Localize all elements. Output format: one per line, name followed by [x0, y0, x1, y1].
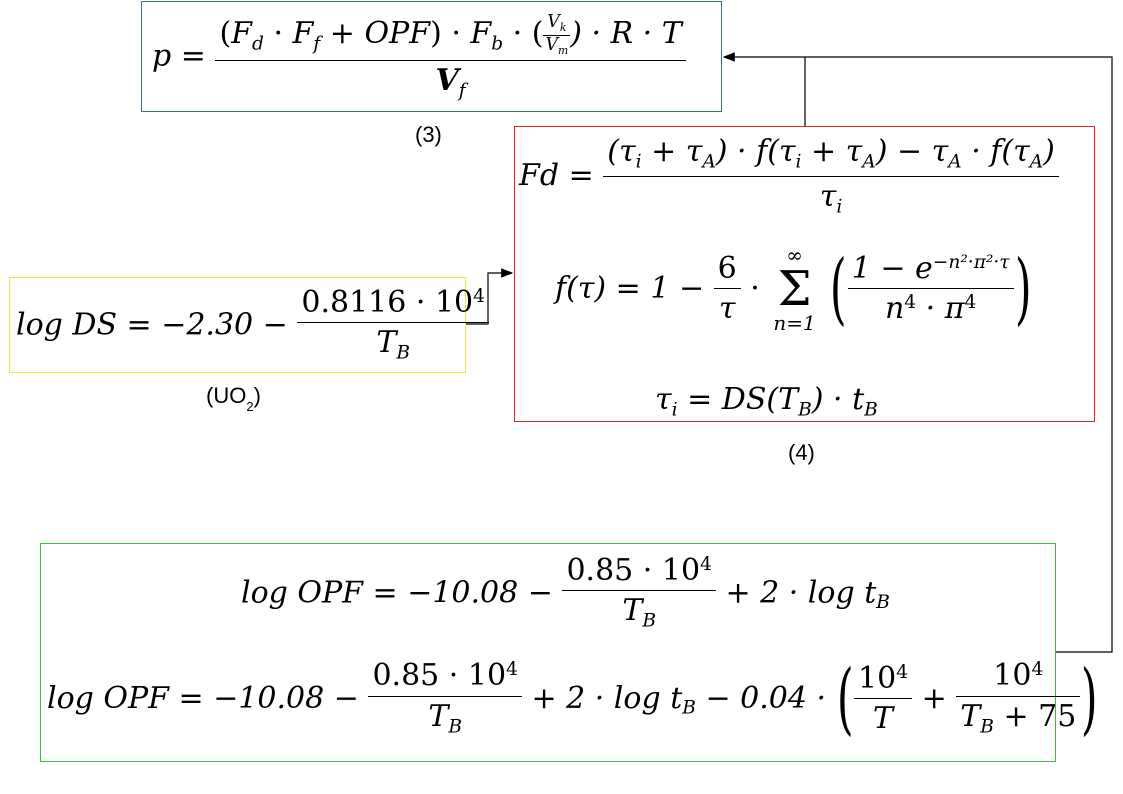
uo2-caption: (UO2) — [206, 383, 261, 414]
fd-equation: Fd = (τi + τA) · f(τi + τA) − τA · f(τA)… — [519, 137, 1059, 217]
opf2-inner-frac-1: 104 T — [854, 663, 913, 734]
ds-fraction: 0.8116 · 104 TB — [297, 287, 489, 363]
exp-fraction: 1 − e−n²·π²·τ n4 · π4 — [847, 253, 1014, 324]
vk-over-vm: Vk Vm — [543, 12, 571, 57]
opf2-inner-frac-2: 104 TB + 75 — [956, 661, 1081, 736]
right-paren: ) — [1014, 244, 1032, 334]
equation-4-caption: (4) — [788, 440, 815, 465]
equation-3: p = (Fd · Ff + OPF) · Fb · (Vk Vm) · R · … — [152, 12, 686, 102]
six-over-tau: 6 τ — [713, 254, 741, 324]
arrow-ds-to-eq4 — [466, 268, 514, 325]
eq3-lhs: p — [152, 38, 172, 74]
log-opf-box: log OPF = −10.08 − 0.85 · 104 TB + 2 · l… — [40, 543, 1098, 762]
eq3-denominator: Vf — [435, 63, 466, 102]
opf-left-paren: ( — [836, 654, 854, 744]
fd-fraction: (τi + τA) · f(τi + τA) − τA · f(τA) τi — [603, 137, 1059, 217]
log-ds-equation: log DS = −2.30 − 0.8116 · 104 TB — [16, 287, 489, 363]
opf2-fraction: 0.85 · 104 TB — [368, 661, 522, 736]
log-opf-equation-1: log OPF = −10.08 − 0.85 · 104 TB + 2 · l… — [241, 553, 890, 632]
left-paren: ( — [830, 244, 847, 334]
arrow-opf-to-eq3 — [722, 52, 1113, 653]
f-tau-equation: f(τ) = 1 − 6 τ · ∞ Σ n=1 ( 1 − e−n²·π²·τ… — [555, 243, 1032, 335]
eq3-equals: = — [180, 38, 206, 74]
equation-4-box: Fd = (τi + τA) · f(τi + τA) − τA · f(τA)… — [514, 126, 1095, 422]
eq3-fraction: (Fd · Ff + OPF) · Fb · (Vk Vm) · R · T Vf — [215, 12, 686, 102]
opf1-fraction: 0.85 · 104 TB — [562, 555, 716, 631]
eq3-numerator: (Fd · Ff + OPF) · Fb · (Vk Vm) · R · T — [215, 12, 686, 62]
tau-i-equation: τi = DS(TB) · tB — [655, 382, 878, 421]
equation-3-box: p = (Fd · Ff + OPF) · Fb · (Vk Vm) · R · … — [141, 1, 722, 112]
opf-right-paren: ) — [1081, 654, 1098, 744]
summation: ∞ Σ n=1 — [773, 243, 816, 335]
log-ds-box: log DS = −2.30 − 0.8116 · 104 TB — [9, 277, 489, 373]
equation-3-caption: (3) — [415, 122, 442, 147]
log-opf-equation-2: log OPF = −10.08 − 0.85 · 104 TB + 2 · l… — [47, 654, 1098, 744]
